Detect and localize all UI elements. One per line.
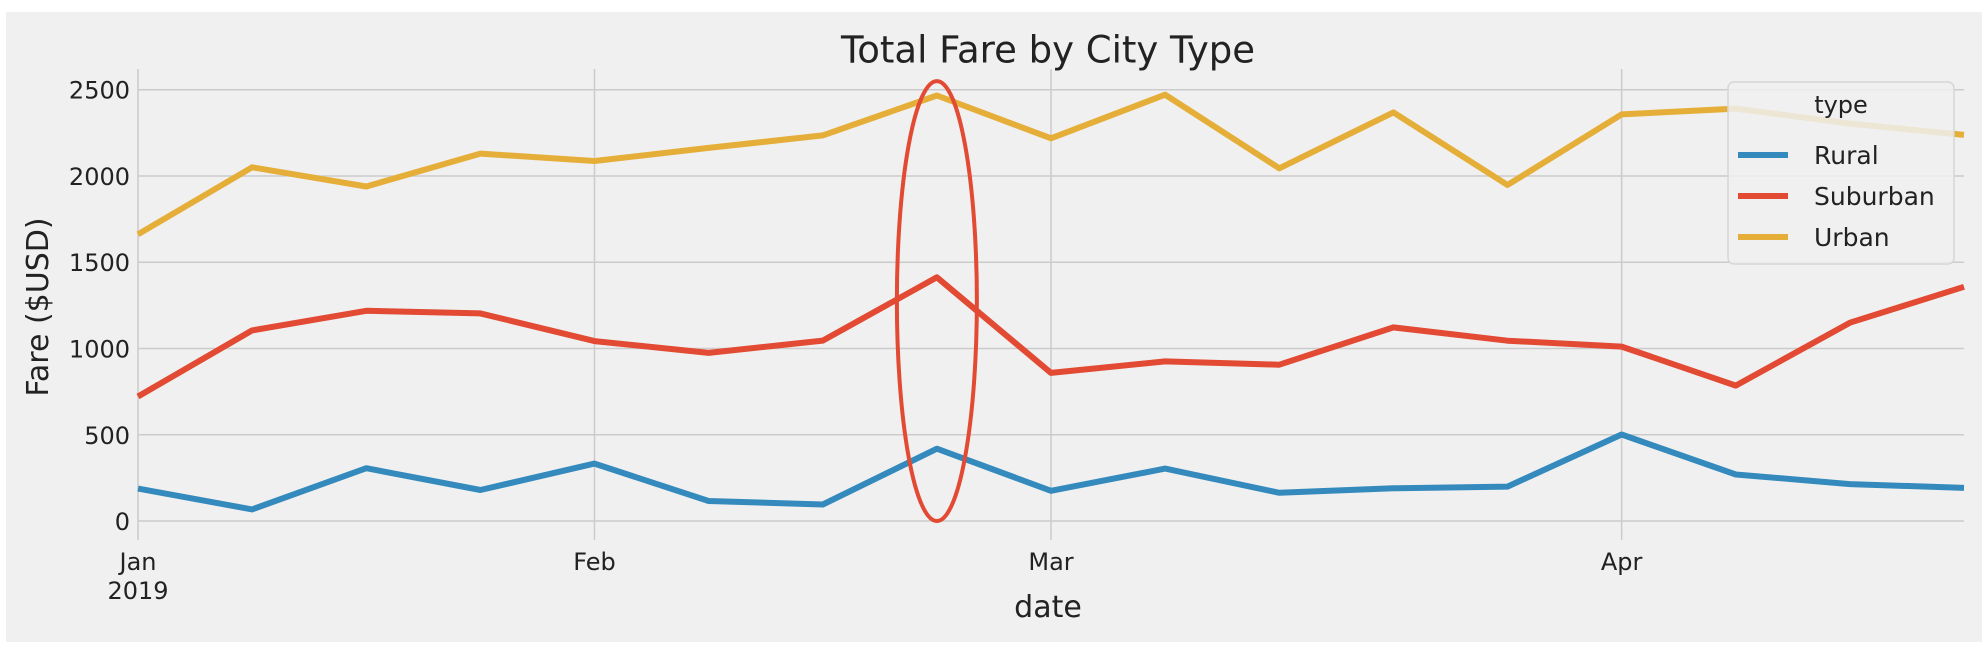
series-lines [136, 91, 1965, 513]
series-line-suburban [136, 274, 1965, 400]
y-tick-label: 500 [84, 422, 130, 450]
x-axis-label: date [1014, 590, 1082, 625]
y-tick-label: 2500 [69, 77, 130, 105]
x-tick-sublabel: 2019 [107, 577, 168, 605]
legend[interactable]: type Rural Suburban Urban [1727, 81, 1955, 265]
y-tick-label: 0 [115, 508, 130, 536]
legend-title: type [1814, 91, 1868, 119]
highlight-ellipse [894, 79, 979, 524]
series-line-rural [137, 431, 1965, 513]
x-tick-label: Jan [118, 548, 157, 576]
y-ticks: 0 500 1000 1500 2000 2500 [69, 77, 130, 536]
x-tick-label: Apr [1601, 548, 1643, 576]
y-axis-label: Fare ($USD) [21, 217, 56, 396]
series-line-urban [136, 91, 1965, 237]
chart-frame: Jan 2019 Feb Mar Apr 0 500 1000 1500 2000 2500 To… [6, 12, 1982, 642]
legend-label-suburban[interactable]: Suburban [1814, 182, 1935, 211]
legend-label-rural[interactable]: Rural [1814, 141, 1879, 170]
annotations [894, 79, 979, 524]
y-tick-label: 1500 [69, 249, 130, 277]
grid [137, 69, 1964, 540]
legend-box [1727, 81, 1955, 265]
y-tick-label: 1000 [69, 335, 130, 363]
x-tick-label: Feb [573, 548, 616, 576]
y-tick-label: 2000 [69, 163, 130, 191]
x-tick-label: Mar [1028, 548, 1073, 576]
chart-title: Total Fare by City Type [840, 29, 1255, 72]
legend-label-urban[interactable]: Urban [1814, 223, 1890, 252]
